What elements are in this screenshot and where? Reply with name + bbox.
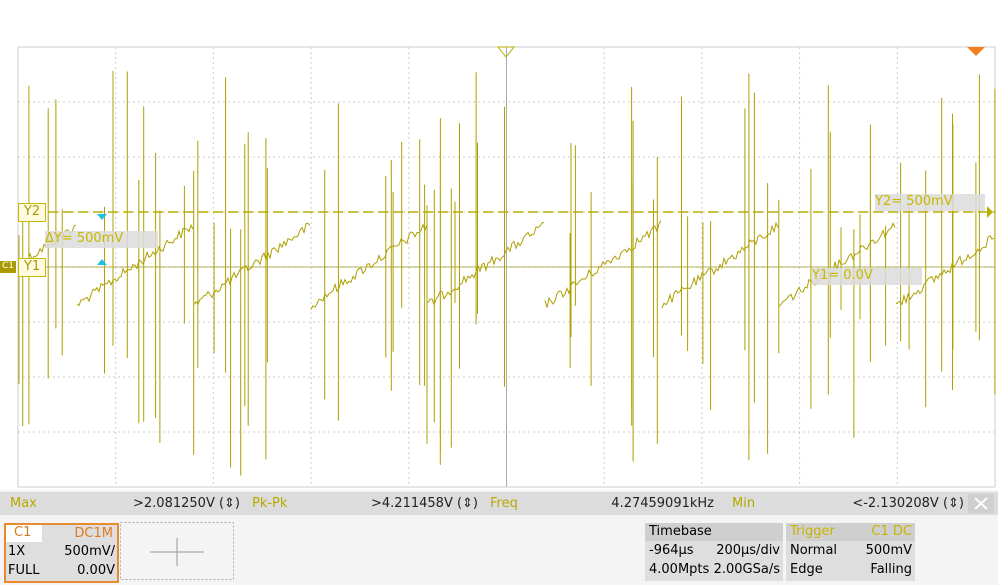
y2-end-marker: [987, 206, 993, 218]
background: [0, 0, 998, 490]
trigger-position-marker: [496, 46, 516, 58]
offset: 0.00V: [77, 563, 115, 578]
trigger-type: Edge: [790, 562, 823, 577]
delta-arrow: [97, 259, 107, 265]
delay: -964µs: [649, 543, 694, 558]
measure-label: Max: [10, 496, 37, 511]
waveform-display: [0, 0, 998, 490]
memory-depth: 4.00Mpts: [649, 562, 710, 577]
measure-value: >2.081250V (⇕): [133, 496, 240, 511]
measure-label: Min: [732, 496, 756, 511]
measure-label: Freq: [490, 496, 518, 511]
measure-value: >4.211458V (⇕): [371, 496, 478, 511]
trigger-source: C1 DC: [871, 524, 912, 539]
timebase-title: Timebase: [649, 524, 712, 539]
timebase-panel[interactable]: Timebase -964µs 200µs/div 4.00Mpts 2.00GSa…: [645, 523, 783, 581]
measure-value: <-2.130208V (⇕): [852, 496, 964, 511]
channel-name: C1: [6, 525, 42, 542]
trigger-panel[interactable]: Trigger C1 DC Normal 500mV Edge Falling: [786, 523, 915, 581]
trigger-mode: Normal: [790, 543, 838, 558]
measure-value: 4.27459091kHz: [611, 496, 714, 511]
sample-rate: 2.00GSa/s: [713, 562, 780, 577]
y1-tag: Y1: [18, 258, 46, 277]
y2-label: Y2= 500mV: [875, 194, 985, 211]
trigger-level: 500mV: [865, 543, 912, 558]
measurement-bar: Max >2.081250V (⇕) Pk-Pk >4.211458V (⇕) …: [0, 492, 998, 515]
close-button[interactable]: [968, 494, 994, 513]
trigger-level-marker: [967, 47, 985, 56]
trigger-title: Trigger: [790, 524, 835, 539]
channel-coupling: DC1M: [74, 526, 113, 541]
y2-tag: Y2: [18, 203, 46, 222]
time-scale: 200µs/div: [716, 543, 780, 558]
volt-scale: 500mV/: [64, 544, 115, 559]
bandwidth: FULL: [8, 563, 40, 578]
probe: 1X: [8, 544, 26, 559]
channel-panel[interactable]: C1 DC1M 1X 500mV/ FULL 0.00V: [4, 523, 119, 583]
delta-arrow: [97, 214, 107, 220]
trigger-slope: Falling: [870, 562, 912, 577]
delta-y-label: ΔY= 500mV: [45, 231, 158, 248]
measure-label: Pk-Pk: [252, 496, 288, 511]
add-channel[interactable]: [120, 522, 234, 580]
y1-label: Y1= 0.0V: [812, 268, 922, 285]
channel-tag: C1: [0, 261, 16, 273]
